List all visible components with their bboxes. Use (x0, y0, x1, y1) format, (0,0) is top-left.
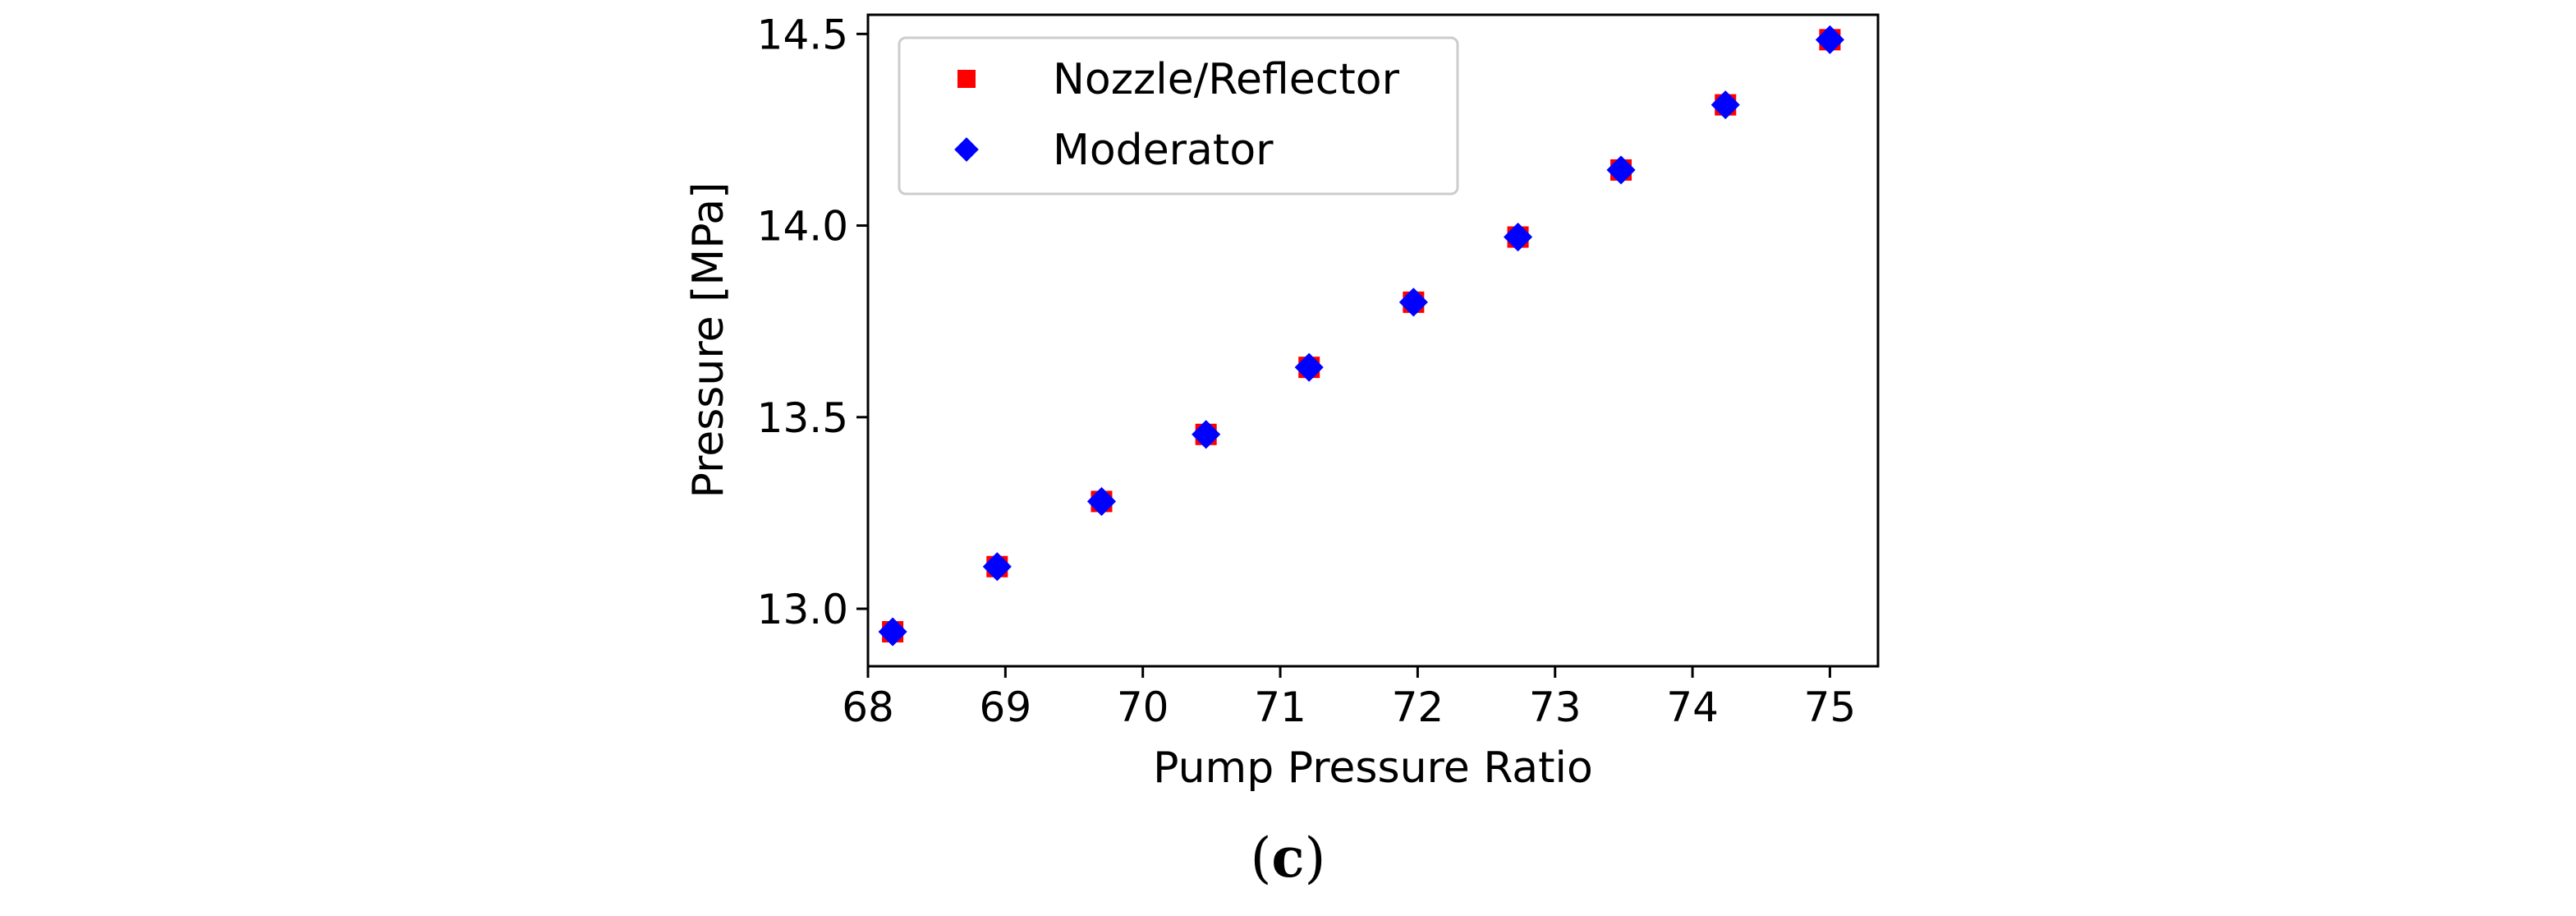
x-tick-label: 69 (980, 684, 1032, 731)
y-axis-label: Pressure [MPa] (684, 182, 733, 499)
x-tick-label: 74 (1666, 684, 1719, 731)
moderator-point (1192, 420, 1221, 449)
caption-letter: c (1271, 826, 1305, 890)
x-axis-label: Pump Pressure Ratio (1153, 743, 1593, 793)
y-tick-label: 13.5 (757, 394, 848, 442)
x-tick-label: 73 (1529, 684, 1582, 731)
moderator-point (1086, 486, 1117, 516)
legend-frame (898, 36, 1459, 196)
x-tick-label: 75 (1804, 684, 1857, 731)
caption-open: ( (1250, 826, 1272, 890)
x-tick-label: 71 (1254, 684, 1306, 731)
y-tick-label: 14.5 (757, 11, 848, 58)
moderator-point (1504, 223, 1533, 252)
legend-marker-moderator (954, 137, 979, 162)
caption-close: ) (1304, 826, 1326, 890)
moderator-point (1606, 155, 1636, 185)
x-tick-label: 70 (1117, 684, 1169, 731)
x-tick-label: 68 (842, 684, 894, 731)
legend-marker-nozzle-reflector (957, 70, 976, 88)
y-tick-label: 13.0 (757, 586, 848, 633)
x-tick-label: 72 (1392, 684, 1444, 731)
legend: Nozzle/Reflector Moderator (898, 36, 1459, 196)
legend-label: Nozzle/Reflector (1053, 55, 1400, 104)
axes-frame (866, 13, 1880, 668)
figure-caption: (c) (0, 826, 2576, 890)
y-tick-label: 14.0 (757, 203, 848, 251)
x-axis-ticks: 68 69 70 71 72 73 74 75 (842, 666, 1856, 731)
moderator-point (982, 552, 1012, 582)
data-points (878, 25, 1844, 647)
moderator-point (878, 617, 907, 647)
moderator-point (1294, 352, 1324, 382)
legend-label: Moderator (1053, 126, 1274, 175)
moderator-point (1815, 25, 1844, 54)
y-axis-ticks: 13.0 13.5 14.0 14.5 (757, 11, 868, 633)
moderator-point (1398, 288, 1428, 317)
moderator-point (1710, 90, 1740, 120)
